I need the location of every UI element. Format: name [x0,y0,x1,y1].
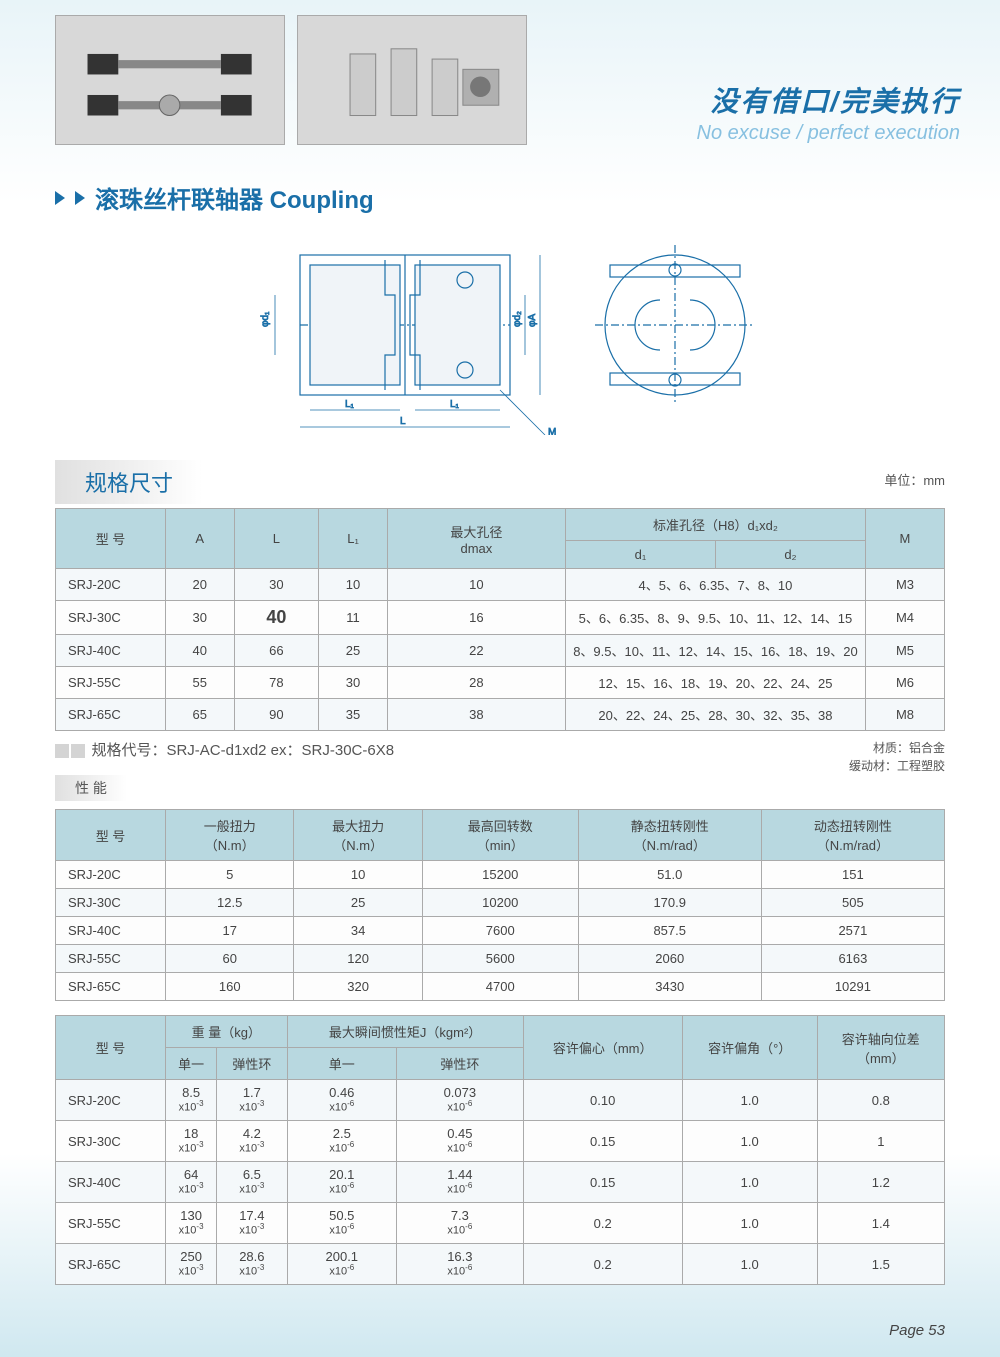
section-title-row: 滚珠丝杆联轴器 Coupling [55,180,945,215]
slogan-en: No excuse / perfect execution [697,122,960,145]
page: 没有借口/完美执行 No excuse / perfect execution … [0,0,1000,1357]
spec-title: 规格尺寸 [55,460,203,504]
product-image-2 [297,15,527,145]
triangle-icon [55,191,65,205]
svg-text:φA: φA [527,314,538,327]
svg-text:φd₁: φd₁ [260,311,271,327]
header-images [0,15,527,145]
header: 没有借口/完美执行 No excuse / perfect execution [0,0,1000,160]
page-number: Page 53 [889,1322,945,1339]
svg-text:L₁: L₁ [345,399,355,410]
svg-text:M: M [548,427,556,435]
slogan-cn: 没有借口/完美执行 [697,80,960,120]
material-info: 材质：铝合金 缓动材：工程塑胶 [849,739,945,775]
spec-table: 型 号ALL₁最大孔径dmax标准孔径（H8）d₁xd₂Md₁d₂SRJ-20C… [55,508,945,731]
performance-table: 型 号一般扭力（N.m）最大扭力（N.m）最高回转数（min）静态扭转刚性（N.… [55,809,945,1001]
product-image-1 [55,15,285,145]
svg-text:L: L [400,416,406,427]
spec-section: 规格尺寸 单位：mm 型 号ALL₁最大孔径dmax标准孔径（H8）d₁xd₂M… [55,460,945,731]
spec-code-row: 规格代号：SRJ-AC-d1xd2 ex：SRJ-30C-6X8 材质：铝合金 … [55,739,945,801]
spec-code-label: 规格代号：SRJ-AC-d1xd2 ex：SRJ-30C-6X8 [91,742,394,759]
main-title: 滚珠丝杆联轴器 Coupling [95,180,374,215]
unit-label: 单位：mm [884,470,945,489]
technical-diagram: φd₁ φd₂ φA L₁ L₁ L M [55,235,945,440]
svg-text:L₁: L₁ [450,399,460,410]
perf-title: 性 能 [55,775,127,801]
svg-text:φd₂: φd₂ [512,311,523,327]
slogan: 没有借口/完美执行 No excuse / perfect execution [697,80,960,145]
tolerance-table: 型 号重 量（kg）最大瞬间惯性矩J（kgm²）容许偏心（mm）容许偏角（°）容… [55,1015,945,1285]
content: 滚珠丝杆联轴器 Coupling φd₁ φd₂ [0,160,1000,1285]
triangle-icon [75,191,85,205]
